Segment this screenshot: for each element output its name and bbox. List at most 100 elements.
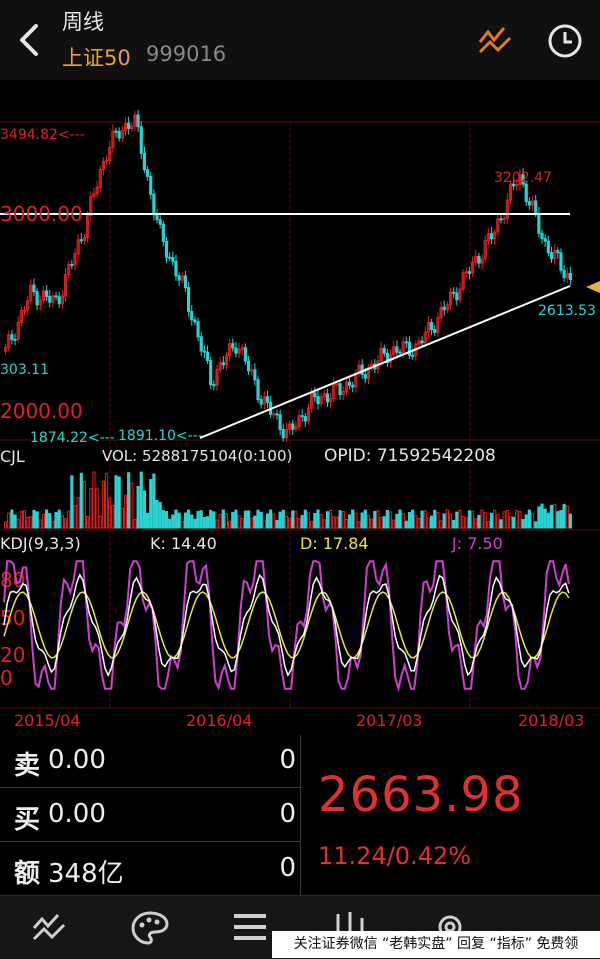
volume-bar <box>212 511 216 529</box>
volume-bar <box>294 510 298 529</box>
volume-bar <box>149 479 153 529</box>
top-bar: 周线 上证50 999016 <box>0 0 600 80</box>
candle-body <box>467 271 472 274</box>
candle-body <box>54 295 58 298</box>
candle-body <box>398 351 402 354</box>
volume-bar <box>152 473 156 529</box>
volume-bar <box>4 521 8 529</box>
support-trendline <box>199 285 571 439</box>
tab-chart-style[interactable] <box>0 896 100 959</box>
candle-body <box>212 384 216 387</box>
candle-body <box>57 296 61 305</box>
candle-body <box>123 122 128 132</box>
volume-bar <box>101 480 105 529</box>
tab-menu[interactable] <box>200 896 300 959</box>
sell-count: 0 <box>279 745 296 775</box>
candle-body <box>16 321 20 340</box>
candle-body <box>430 322 434 331</box>
candle-body <box>256 379 260 401</box>
candle-body <box>22 309 27 312</box>
candle-body <box>92 193 96 197</box>
volume-bar <box>411 509 415 529</box>
back-arrow-icon[interactable] <box>14 20 44 60</box>
volume-bar <box>79 472 83 529</box>
volume-bar <box>565 505 569 529</box>
candle-body <box>502 217 506 220</box>
candle-body <box>202 350 206 353</box>
tab-palette[interactable] <box>100 896 200 959</box>
volume-bar <box>480 509 484 529</box>
volume-bar <box>256 509 260 529</box>
chart-style-icon[interactable] <box>476 22 516 56</box>
volume-bar <box>180 521 184 529</box>
candle-body <box>499 218 503 221</box>
candle-body <box>288 423 292 430</box>
candle-body <box>303 416 307 422</box>
label-peak2: 3202.47 <box>494 170 552 186</box>
candle-body <box>439 306 443 319</box>
candle-body <box>530 200 535 206</box>
volume-bar <box>218 513 222 529</box>
candle-body <box>51 295 55 303</box>
candle-body <box>568 272 572 280</box>
volume-bar <box>433 509 437 529</box>
volume-bar <box>57 509 61 529</box>
candle-body <box>171 256 175 262</box>
candle-body <box>13 338 17 341</box>
candle-body <box>423 331 427 344</box>
buy-row: 买 0.00 0 <box>0 789 300 842</box>
candle-body <box>246 360 251 372</box>
volume-bar <box>202 516 206 529</box>
clock-icon[interactable] <box>546 22 584 60</box>
grid-lines <box>0 121 600 709</box>
volume-bar <box>300 515 304 529</box>
candle-body <box>496 218 500 233</box>
volume-bar <box>127 472 131 529</box>
volume-bar <box>332 516 336 529</box>
candle-body <box>319 396 323 405</box>
candle-body <box>546 240 550 254</box>
volume-bar <box>530 512 535 529</box>
candle-body <box>243 347 247 362</box>
candle-body <box>316 396 320 405</box>
volume-bar <box>546 512 550 529</box>
candle-body <box>306 407 311 422</box>
promo-watermark: 关注证券微信 “老韩实盘” 回复 “指标” 免费领 <box>272 931 600 958</box>
candle-body <box>133 114 137 127</box>
volume-bar <box>82 480 87 529</box>
volume-bar <box>224 513 229 529</box>
volume-bar <box>168 518 172 529</box>
candle-body <box>117 131 121 139</box>
vol-label: CJL <box>0 447 25 466</box>
volume-bar <box>436 511 440 529</box>
candle-body <box>553 250 557 260</box>
amount-row: 额 348亿 0 <box>0 843 300 895</box>
volume-bar <box>234 509 238 529</box>
volume-bar <box>45 509 49 529</box>
volume-bar <box>158 502 162 529</box>
amount-value: 348亿 <box>48 859 124 889</box>
candle-body <box>142 152 147 171</box>
volume-bar <box>404 520 408 529</box>
label-3000: 3000.00 <box>0 202 83 226</box>
volume-bar <box>417 518 421 529</box>
volume-bar <box>401 513 405 529</box>
candle-body <box>347 381 352 386</box>
volume-bar <box>111 504 115 529</box>
candle-body <box>448 291 453 306</box>
volume-bar <box>426 517 431 529</box>
candle-body <box>73 253 77 266</box>
price-change: 11.24/0.42% <box>318 842 472 870</box>
volume-bar <box>38 519 42 529</box>
candle-body <box>493 231 497 240</box>
volume-bar <box>329 510 333 529</box>
volume-bar <box>338 510 342 529</box>
volume-bar <box>357 521 361 529</box>
volume-bar <box>474 518 478 529</box>
volume-bar <box>19 510 23 529</box>
volume-bar <box>471 510 475 529</box>
volume-bar <box>499 519 503 529</box>
weekly-kline-chart[interactable]: 3494.82<--- 3000.00 3202.47 2613.53 303.… <box>0 90 600 735</box>
volume-bar <box>518 511 522 529</box>
quote-panel: 卖 0.00 0 买 0.00 0 额 348亿 0 2663.98 11.24… <box>0 735 600 895</box>
